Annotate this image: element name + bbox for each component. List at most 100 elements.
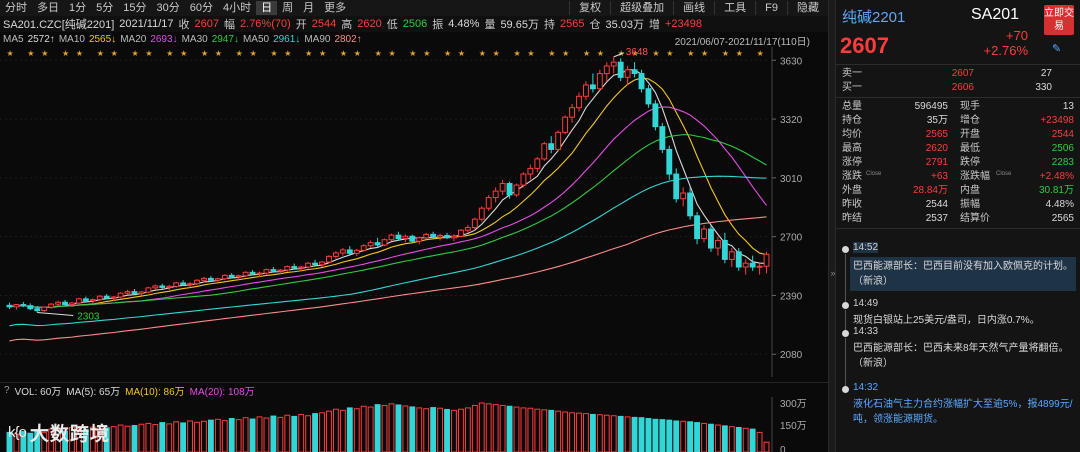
candle-body (576, 95, 582, 109)
volume-bar (298, 413, 305, 452)
volume-bar (89, 426, 96, 452)
candle-body (13, 304, 20, 308)
volume-bar (721, 425, 728, 452)
period-tab[interactable]: 多日 (37, 2, 59, 14)
toolbar-button[interactable]: 超级叠加 (610, 1, 673, 15)
volume-bar (48, 428, 55, 452)
quote-value: 2791 (925, 157, 948, 168)
date-label: 2021/11/17 (119, 18, 174, 30)
chg-key: 幅 (224, 19, 236, 31)
quote-row: 持仓 35万 增仓 +23498 (836, 114, 1080, 128)
signal-star-icon: ★ (131, 49, 138, 58)
period-tab[interactable]: 5分 (96, 2, 114, 14)
panel-splitter[interactable]: » (828, 0, 836, 452)
buy1-label: 买一 (842, 82, 862, 93)
period-tab[interactable]: 分时 (5, 2, 27, 14)
signal-star-icon: ★ (284, 49, 291, 58)
volume-bar (402, 405, 409, 452)
candle-body (471, 218, 478, 229)
candle-body (589, 84, 596, 90)
ma-line-30 (9, 134, 767, 308)
edit-icon[interactable]: ✎ (1052, 43, 1062, 55)
period-tab[interactable]: 1分 (69, 2, 87, 14)
ma-key: MA30 (181, 34, 208, 45)
volume-menu-icon[interactable]: ? (4, 384, 10, 396)
period-tab[interactable]: 30分 (156, 2, 180, 14)
volume-bar (659, 419, 666, 452)
open-value: 2544 (311, 18, 337, 30)
candle-body (249, 271, 256, 275)
period-tab[interactable]: 4小时 (223, 2, 252, 14)
period-tab[interactable]: 日 (256, 1, 278, 15)
candle-body (610, 61, 617, 67)
buy1-price: 2606 (951, 82, 974, 93)
news-item[interactable]: 14:49 现货白银站上25美元/盎司，日内涨0.7%。 (836, 298, 1080, 326)
volume-bar (589, 413, 596, 452)
candle-body (659, 126, 666, 150)
volume-bar (485, 403, 492, 452)
volume-bar (339, 409, 346, 452)
quote-header: 纯碱2201 SA201 2607 +70 +2.76% 立即交易 ✎ (836, 0, 1080, 62)
news-item[interactable]: 14:52 巴西能源部长：巴西目前没有加入欧佩克的计划。（新浪） (836, 242, 1080, 291)
vol-ma20: MA(20): 108万 (189, 386, 255, 398)
period-tab[interactable]: 更多 (324, 2, 347, 14)
timeline-dot-icon (842, 330, 849, 337)
period-toolbar: 分时 多日 1分 5分 15分 30分 60分 4小时日周月更多 复权 超级叠加 画线 工具 F9 隐藏 (0, 0, 828, 16)
quote-value: 2565 (1051, 213, 1074, 224)
signal-star-icon: ★ (479, 49, 486, 58)
signal-star-icon: ★ (319, 49, 326, 58)
signal-star-icon: ★ (388, 49, 395, 58)
quote-value: 2283 (1051, 157, 1074, 168)
ohlc-info-bar: SA201.CZC[纯碱2201] 2021/11/17 收 2607 幅 2.76… (0, 16, 828, 32)
low-value: 2506 (402, 18, 428, 30)
trade-button[interactable]: 立即交易 (1044, 5, 1074, 35)
toolbar-button[interactable]: F9 (755, 1, 787, 15)
collapse-icon[interactable]: » (830, 268, 836, 278)
volume-bar (62, 430, 68, 452)
vol-label: VOL: 60万 (14, 386, 62, 398)
volume-bar (96, 425, 103, 452)
volume-bar (34, 430, 41, 452)
period-tab[interactable]: 15分 (123, 2, 147, 14)
ma-value: 2693↓ (150, 34, 178, 45)
candle-body (464, 227, 471, 231)
min-price-label: 2303 (77, 312, 100, 323)
candle-body (353, 249, 360, 254)
volume-bar (346, 407, 353, 452)
candle-body (617, 61, 624, 78)
volume-bar (332, 408, 339, 452)
vol-ma10: MA(10): 86万 (125, 386, 185, 398)
candle-body (673, 173, 680, 200)
buy1-qty: 330 (1035, 82, 1052, 93)
news-item[interactable]: 14:33 巴西能源部长：巴西未来8年天然气产量将翻倍。（新浪） (836, 326, 1080, 374)
signal-star-icon: ★ (180, 49, 187, 58)
period-tab[interactable]: 周 (282, 2, 294, 14)
volume-bar (159, 422, 166, 452)
toolbar-button[interactable]: 复权 (569, 1, 610, 15)
toolbar-button[interactable]: 画线 (673, 1, 714, 15)
toolbar-button[interactable]: 工具 (714, 1, 755, 15)
volume-chart[interactable]: 300万 150万 0 (0, 397, 828, 452)
volume-bar (569, 412, 575, 452)
signal-star-icon: ★ (701, 49, 708, 58)
news-item[interactable]: 14:32 液化石油气主力合约涨幅扩大至逾5%，报4899元/吨，领涨能源期货。 (836, 382, 1080, 436)
candle-body (166, 285, 173, 288)
open-key: 开 (295, 19, 307, 31)
toolbar-button[interactable]: 隐藏 (787, 1, 828, 15)
inc-key: 增 (648, 19, 660, 31)
signal-star-icon: ★ (736, 49, 743, 58)
ma-value: 2572↑ (27, 34, 55, 45)
quote-value: 2544 (925, 199, 948, 210)
candle-body (284, 266, 291, 271)
candle-body (742, 262, 749, 268)
quote-panel: 纯碱2201 SA201 2607 +70 +2.76% 立即交易 ✎ 卖一 2… (836, 0, 1080, 452)
candle-body (416, 237, 423, 242)
period-tab[interactable]: 60分 (189, 2, 213, 14)
period-tab[interactable]: 月 (303, 2, 315, 14)
signal-star-icon: ★ (687, 49, 694, 58)
volume-bar (374, 404, 381, 452)
candle-body (756, 265, 763, 268)
kline-chart[interactable]: 3630 3320 3010 2700 2390 2080 ★ ★ ★ ★ ★ ★ ★ ★ ★ ★ ★ ★ ★ ★ ★ ★… (0, 47, 828, 377)
volume-bar (326, 410, 332, 452)
volume-bar (55, 429, 62, 452)
